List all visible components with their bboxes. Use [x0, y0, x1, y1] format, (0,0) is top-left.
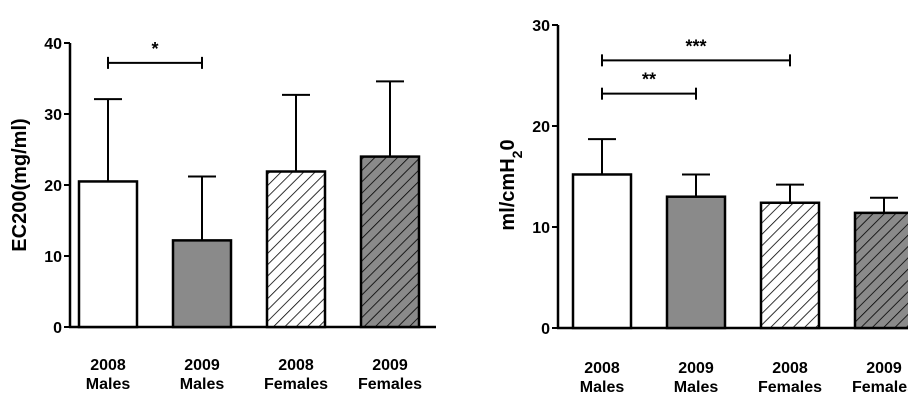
category-label-group: Males [86, 376, 131, 393]
y-tick-label: 10 [44, 249, 62, 266]
category-label-group: Females [264, 376, 328, 393]
category-label-group: Males [580, 379, 625, 396]
bar [667, 197, 725, 328]
y-tick-label: 40 [44, 36, 62, 53]
y-tick-label: 30 [44, 107, 62, 124]
category-label-year: 2008 [584, 360, 620, 377]
category-label-year: 2009 [678, 360, 714, 377]
category-label-year: 2008 [90, 357, 126, 374]
category-label-group: Females [358, 376, 422, 393]
y-axis-label-subscript: 2 [509, 150, 525, 158]
y-tick-label: 20 [532, 119, 550, 136]
significance-label: *** [685, 36, 706, 56]
category-label-year: 2009 [372, 357, 408, 374]
bar [855, 213, 908, 328]
category-label-year: 2009 [184, 357, 220, 374]
significance-label: ** [642, 70, 656, 90]
y-tick-label: 20 [44, 178, 62, 195]
category-label-group: Males [674, 379, 719, 396]
y-axis-label: EC200(mg/ml) [9, 118, 31, 251]
y-axis-label-tail: 0 [497, 139, 519, 150]
category-label-year: 2008 [772, 360, 808, 377]
bar [267, 172, 325, 327]
significance-label: * [151, 39, 158, 59]
bar [173, 240, 231, 327]
category-label-year: 2008 [278, 357, 314, 374]
bar [361, 157, 419, 327]
category-label-group: Males [180, 376, 225, 393]
y-axis-label: ml/cmH20 [497, 139, 525, 230]
chart-compliance: 0102030ml/cmH202008Males2009Males2008Fem… [497, 18, 908, 396]
chart-ec200: 0 10 20 30 40 EC200(mg/ml) 2008 Males 2009 Males 2… [9, 36, 436, 393]
y-tick-label: 10 [532, 220, 550, 237]
y-tick-label: 0 [53, 320, 62, 337]
category-label-year: 2009 [866, 360, 902, 377]
category-label-group: Females [758, 379, 822, 396]
y-tick-label: 30 [532, 18, 550, 35]
bar [761, 203, 819, 328]
bar [573, 174, 631, 328]
category-label-group: Females [852, 379, 908, 396]
y-tick-label: 0 [541, 321, 550, 338]
bar [79, 181, 137, 327]
